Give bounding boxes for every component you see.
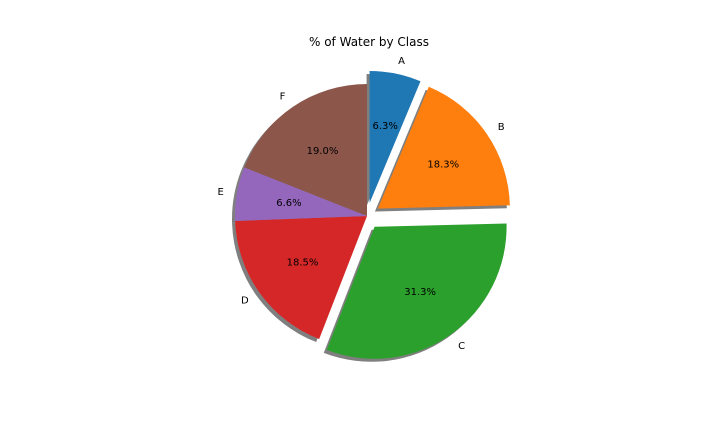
slice-pct-b: 18.3%: [427, 159, 459, 170]
slice-pct-d: 18.5%: [287, 257, 319, 268]
slice-pct-a: 6.3%: [372, 121, 397, 132]
slice-d: [235, 216, 367, 340]
slice-pct-f: 19.0%: [307, 146, 339, 157]
slice-labels: A 6.3% B 18.3% C 31.3% D 18.5% E 6.6% F 19.0%: [218, 56, 505, 352]
slice-label-b: B: [498, 122, 505, 133]
slice-pct-e: 6.6%: [276, 198, 301, 209]
slice-a: [369, 71, 421, 204]
slice-e: [235, 167, 367, 221]
slice-label-f: F: [280, 91, 286, 102]
slice-pct-c: 31.3%: [404, 287, 436, 298]
chart-title: % of Water by Class: [309, 35, 429, 49]
slice-f: [244, 84, 367, 216]
slice-b: [377, 86, 510, 209]
slice-c: [326, 223, 507, 359]
slice-label-a: A: [398, 56, 405, 67]
slices: [235, 71, 510, 359]
slice-label-e: E: [218, 187, 224, 198]
slice-label-d: D: [241, 296, 249, 307]
slice-label-c: C: [458, 341, 465, 352]
